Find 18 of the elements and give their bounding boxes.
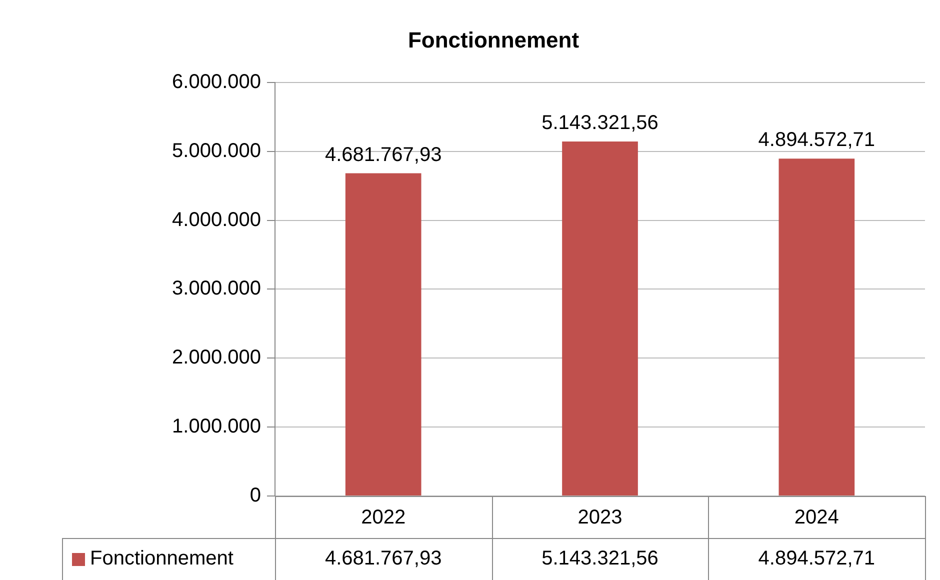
y-tick-label: 0 (250, 484, 261, 507)
data-label: 4.894.572,71 (758, 548, 876, 570)
y-tick-label: 6.000.000 (172, 70, 261, 93)
y-tick-label: 4.000.000 (172, 208, 261, 231)
chart-title: Fonctionnement (408, 27, 580, 52)
x-tick-label: 2024 (794, 506, 839, 529)
text: 4.894.572,71 (758, 129, 876, 152)
y-tick-label: 5.000.000 (172, 140, 261, 162)
data-label: 5.143.321,56 (542, 548, 658, 570)
text: 5.143.321,56 (542, 112, 658, 134)
y-tick-label: 2.000.000 (172, 346, 261, 369)
y-tick-label: 3.000.000 (172, 278, 261, 300)
data-label: 4.681.767,93 (324, 548, 442, 570)
x-tick-label: 2022 (361, 506, 406, 529)
legend-label: Fonctionnement (90, 548, 234, 570)
y-tick-label: 1.000.000 (172, 416, 261, 438)
text: 4.681.767,93 (324, 144, 442, 166)
x-tick-label: 2023 (578, 506, 622, 529)
